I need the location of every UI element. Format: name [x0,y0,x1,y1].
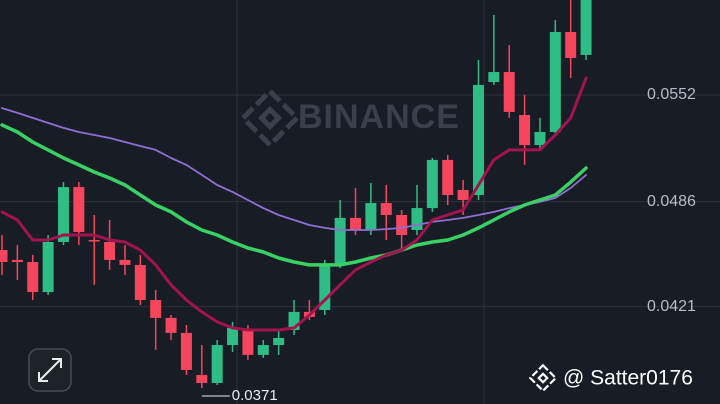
candle-body [411,208,423,231]
candle-body [365,203,377,231]
candle-body [503,72,515,112]
candle-body [134,264,146,300]
candle-body [396,215,408,236]
candle-body [196,374,208,384]
candle-body [457,189,469,200]
watermark: BINANCE [239,87,460,149]
credit: @ Satter0176 [528,363,693,393]
candle-body [242,330,254,355]
moving-average-line [0,76,588,332]
candle-body [211,345,223,384]
low-label: 0.0371 [232,387,278,404]
candle-body [227,327,239,346]
candle-body [119,259,131,265]
moving-average-line [1,107,587,231]
candle-body [519,115,531,146]
candle-body [488,72,500,83]
candle-body [73,187,85,232]
grid [0,94,720,308]
candle-body [0,250,8,263]
candle-body [350,217,362,231]
candle-body [334,217,346,265]
candle-body [534,131,546,146]
plot [0,0,592,389]
y-tick-label: 0.0486 [647,193,696,210]
candle-body [580,0,592,55]
candle-body [472,84,484,195]
candle-body [257,345,269,355]
candle-body [57,187,69,242]
credit-text: @ Satter0176 [563,367,693,390]
candle-body [549,31,561,132]
y-tick-label: 0.0552 [647,86,696,103]
candle-body [442,159,454,195]
candle-body [380,203,392,216]
candle-body [11,259,23,263]
candle-body [150,299,162,318]
expand-button[interactable] [28,348,72,392]
candle-body [180,332,192,370]
candle-body [319,264,331,310]
candle-body [27,262,39,293]
watermark-text: BINANCE [298,98,460,136]
candle-body [273,337,285,346]
candle-body [565,31,577,58]
y-tick-label: 0.0421 [647,298,696,315]
candle-body [165,317,177,333]
candle-body [104,241,116,260]
candle-body [88,240,100,242]
candle-body [42,241,54,293]
candle-body [426,159,438,209]
candle-body [288,311,300,331]
moving-average-line [0,123,588,267]
